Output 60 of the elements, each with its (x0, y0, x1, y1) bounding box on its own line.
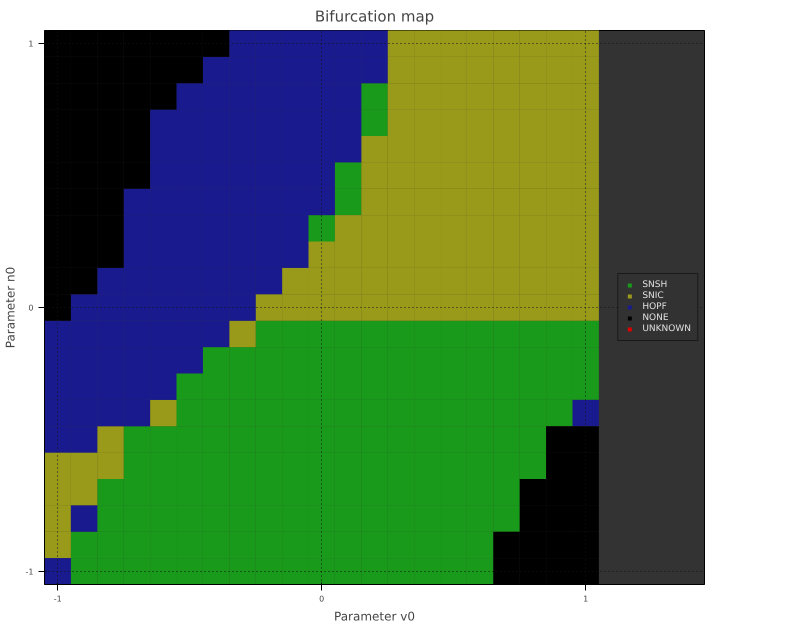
point (572, 426, 599, 453)
point (493, 532, 520, 558)
point (176, 56, 203, 84)
point (44, 110, 71, 136)
point (572, 558, 599, 584)
point (124, 162, 150, 189)
point (44, 162, 71, 189)
point (546, 478, 572, 506)
y-tick-label: -1 (26, 567, 34, 576)
point (124, 110, 150, 136)
point (44, 136, 71, 162)
point (520, 558, 546, 584)
chart-title: Bifurcation map (314, 8, 434, 26)
point (202, 30, 230, 57)
point (572, 505, 599, 532)
point (546, 558, 572, 584)
point (97, 188, 124, 216)
point (546, 452, 572, 479)
point (124, 83, 150, 110)
point (520, 532, 546, 558)
legend-label: SNSH (642, 280, 668, 290)
point (150, 30, 176, 57)
point (520, 505, 546, 532)
point (44, 294, 71, 321)
point (97, 30, 124, 57)
point (44, 30, 71, 57)
point (572, 532, 599, 558)
point (520, 478, 546, 506)
point (572, 452, 599, 479)
legend-label: NONE (642, 313, 669, 323)
point (97, 242, 124, 268)
point (546, 426, 572, 453)
legend-label: SNIC (642, 291, 664, 301)
point (70, 242, 98, 268)
legend-label: UNKNOWN (642, 324, 691, 334)
point (44, 242, 71, 268)
x-axis-title: Parameter v0 (334, 610, 415, 624)
point (44, 83, 71, 110)
point (493, 558, 520, 584)
x-tick-label: 1 (583, 594, 588, 604)
point (124, 30, 150, 57)
point (70, 30, 98, 57)
x-tick-label: 0 (319, 594, 324, 604)
point (97, 215, 124, 242)
point (124, 136, 150, 162)
y-tick-label: 0 (28, 304, 34, 312)
point (44, 268, 71, 294)
point (572, 478, 599, 506)
point (44, 188, 71, 216)
point (70, 268, 98, 294)
point (97, 162, 124, 189)
point (176, 30, 203, 57)
point (150, 83, 176, 110)
point (150, 56, 176, 84)
legend-label: HOPF (642, 302, 667, 312)
point (44, 215, 71, 242)
x-tick-label: -1 (54, 594, 62, 604)
y-tick-label: 1 (28, 40, 34, 49)
point (44, 56, 71, 84)
y-axis-title: Parameter n0 (4, 266, 18, 348)
